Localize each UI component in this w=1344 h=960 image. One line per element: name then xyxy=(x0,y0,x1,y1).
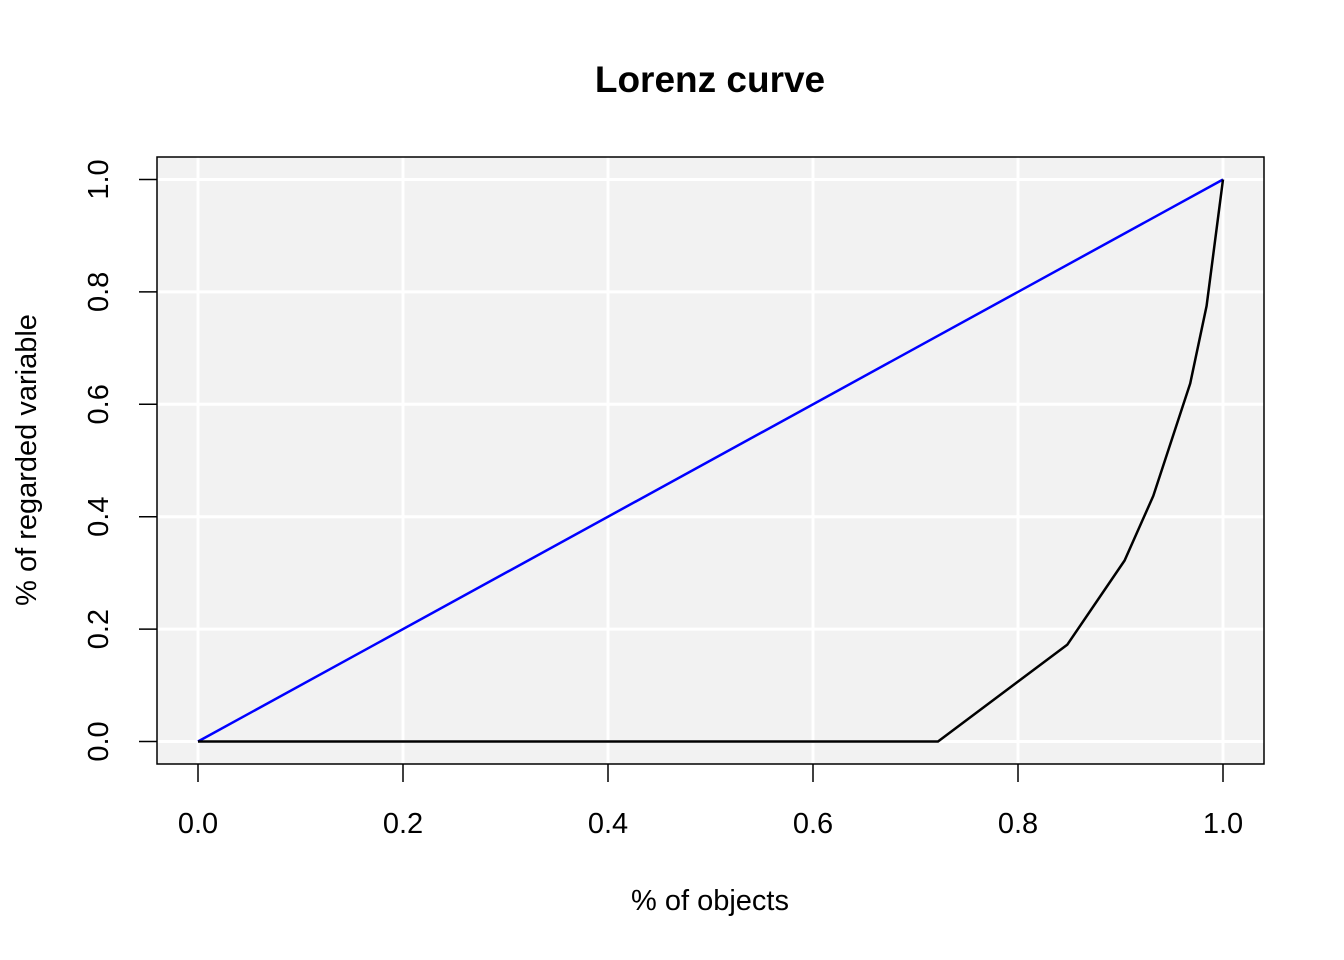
x-tick-label: 0.6 xyxy=(793,808,833,840)
x-axis-label: % of objects xyxy=(631,885,789,917)
x-tick-label: 0.8 xyxy=(998,808,1038,840)
grid-lines xyxy=(157,157,1264,764)
x-tick-label: 1.0 xyxy=(1203,808,1243,840)
y-tick-label: 0.2 xyxy=(83,609,115,649)
y-tick-label: 0.0 xyxy=(83,721,115,761)
x-tick-label: 0.4 xyxy=(588,808,628,840)
lorenz-curve-line xyxy=(198,179,1225,743)
x-axis: 0.0 0.2 0.4 0.6 0.8 1.0 xyxy=(178,764,1243,840)
series-lines xyxy=(197,178,1225,743)
equality-line xyxy=(197,178,1224,743)
y-axis-label: % of regarded variable xyxy=(11,314,43,606)
y-tick-label: 1.0 xyxy=(83,159,115,199)
y-axis: 0.0 0.2 0.4 0.6 0.8 1.0 xyxy=(83,159,157,762)
y-tick-label: 0.8 xyxy=(83,272,115,312)
plot-frame xyxy=(156,156,1265,765)
y-tick-label: 0.6 xyxy=(83,384,115,424)
x-tick-label: 0.0 xyxy=(178,808,218,840)
y-tick-label: 0.4 xyxy=(83,497,115,537)
x-tick-label: 0.2 xyxy=(383,808,423,840)
chart-title: Lorenz curve xyxy=(595,59,825,100)
